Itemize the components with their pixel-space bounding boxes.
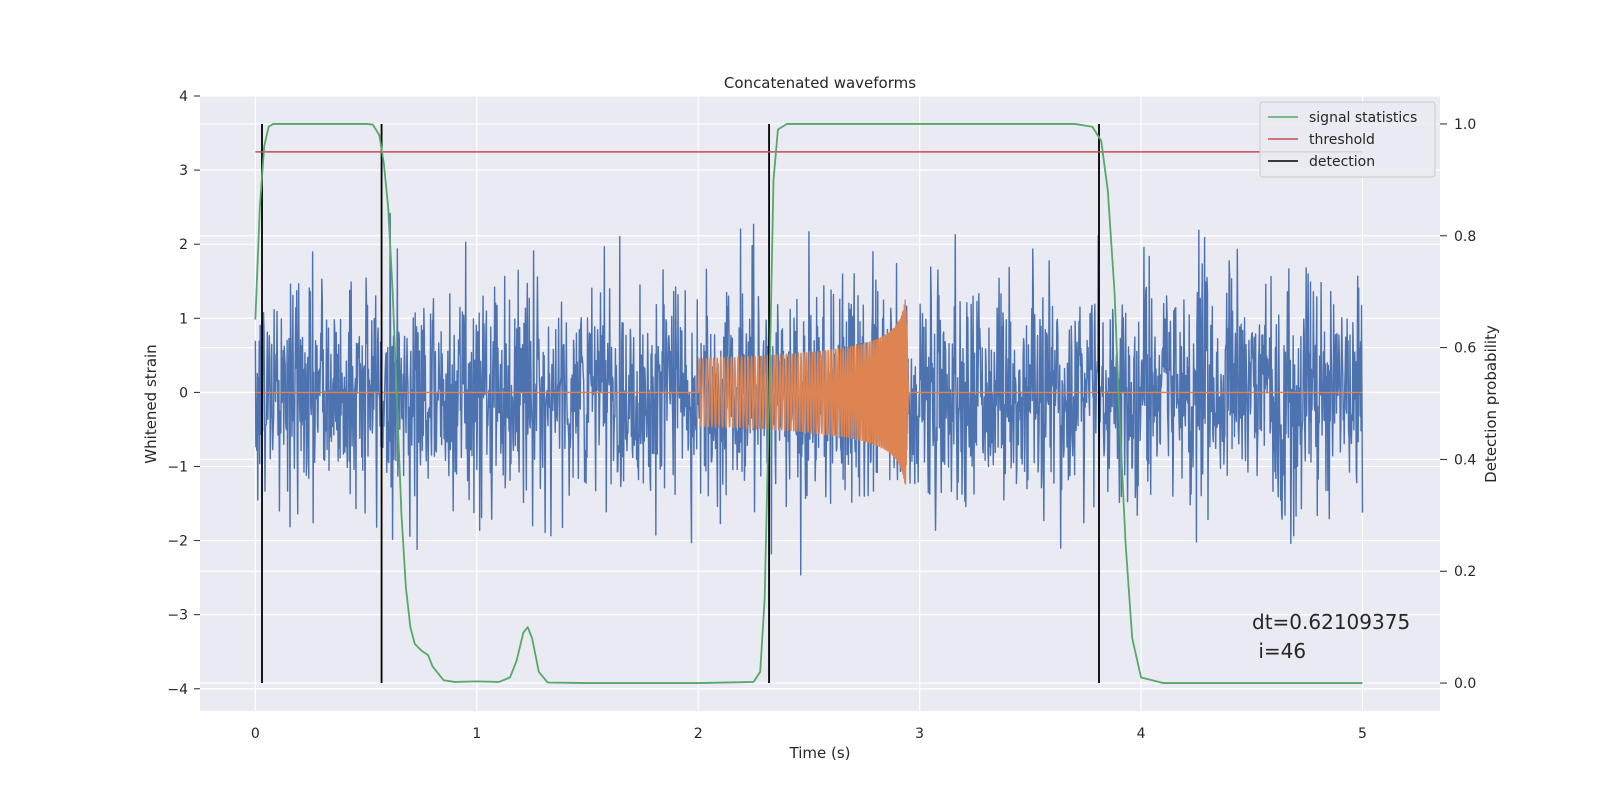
y2-tick-label: 1.0 [1454,117,1476,133]
x-tick-label: 3 [915,726,924,742]
x-tick-label: 2 [694,726,703,742]
legend-label-detection: detection [1309,154,1375,170]
y-axis-label: Whitened strain [142,344,160,463]
y2-tick-label: 0.6 [1454,341,1476,357]
y2-tick-label: 0.4 [1454,452,1476,468]
chirp-series [255,299,1363,485]
annotation-dt: dt=0.62109375 [1252,610,1410,634]
y-tick-label: −1 [167,459,188,475]
y-tick-label: 4 [179,89,188,105]
y2-tick-label: 0.8 [1454,229,1476,245]
annotation-i: i=46 [1252,639,1306,663]
y2-axis-label: Detection probability [1482,325,1500,483]
plot-area [254,123,1364,684]
x-axis-label: Time (s) [789,744,851,762]
y-tick-label: 3 [179,163,188,179]
y-tick-label: −2 [167,534,188,550]
legend: signal statistics threshold detection [1259,101,1436,178]
legend-box [1259,101,1436,178]
y-tick-label: −4 [167,682,188,698]
noise-series [254,212,1364,576]
x-tick-label: 0 [251,726,260,742]
axes: 0 1 2 3 4 5 −4 −3 −2 −1 0 1 2 3 4 0.0 0.2 0.4 0.6 0.8 1.0 [167,89,1476,742]
legend-label-signal-statistics: signal statistics [1309,110,1417,126]
legend-label-threshold: threshold [1309,132,1375,148]
y-tick-label: −3 [167,608,188,624]
signal-statistics-series [254,123,1363,684]
x-tick-label: 4 [1137,726,1146,742]
y-tick-label: 2 [179,237,188,253]
y2-tick-label: 0.2 [1454,564,1476,580]
x-tick-label: 1 [472,726,481,742]
chart-title: Concatenated waveforms [724,74,916,92]
y2-tick-label: 0.0 [1454,676,1476,692]
y-tick-label: 0 [179,385,188,401]
y-tick-label: 1 [179,311,188,327]
x-tick-label: 5 [1358,726,1367,742]
